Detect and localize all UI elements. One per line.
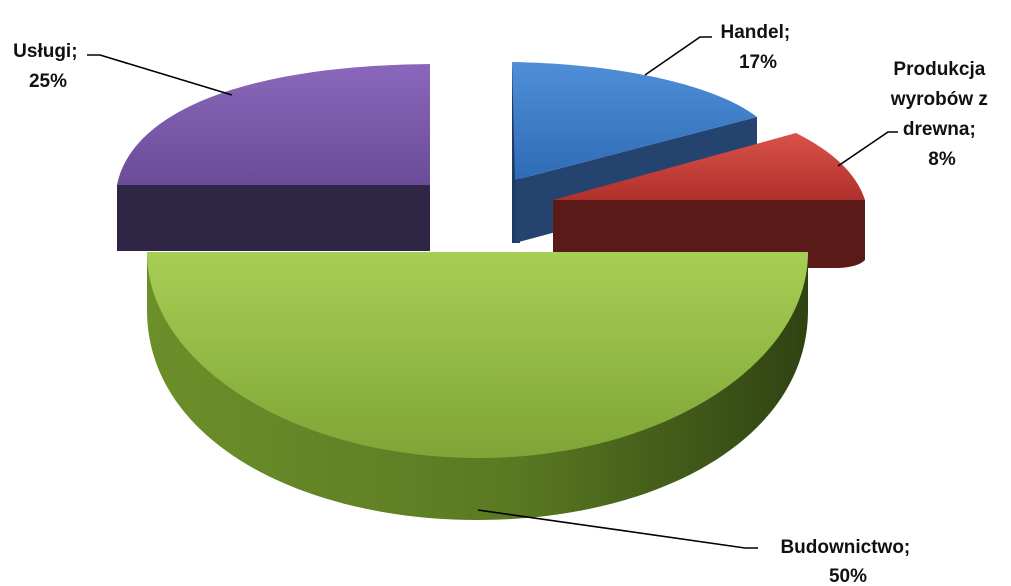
data-label-produkcja-line-3: drewna;	[903, 119, 976, 140]
slice-handel-top	[512, 62, 757, 180]
data-label-handel-line-1: Handel;	[721, 22, 791, 43]
slice-budownictwo-top	[147, 252, 808, 458]
data-label-budownictwo-line-1: Budownictwo;	[780, 537, 910, 558]
slice-uslugi	[117, 64, 430, 251]
leader-line-uslugi	[87, 54, 233, 96]
data-label-uslugi: Usługi; 25%	[13, 41, 83, 92]
data-label-budownictwo-line-2: 50%	[829, 566, 867, 586]
slice-produkcja-side	[553, 200, 865, 268]
slice-budownictwo	[147, 252, 808, 520]
data-label-produkcja: Produkcja wyrobów z drewna; 8%	[890, 59, 993, 170]
slice-produkcja-top	[553, 133, 865, 200]
data-label-produkcja-line-4: 8%	[928, 149, 956, 170]
data-label-uslugi-line-2: 25%	[29, 71, 67, 92]
data-label-handel: Handel; 17%	[721, 22, 796, 73]
data-label-uslugi-line-1: Usługi;	[13, 41, 77, 62]
slice-uslugi-side	[117, 185, 430, 251]
leader-line-handel	[644, 36, 712, 76]
slice-produkcja	[553, 133, 865, 268]
leader-line-produkcja	[837, 131, 898, 167]
leader-line-budownictwo	[477, 509, 758, 549]
data-label-handel-line-2: 17%	[739, 52, 777, 73]
slice-uslugi-top	[117, 64, 430, 185]
data-label-produkcja-line-2: wyrobów z	[890, 89, 988, 110]
data-label-budownictwo: Budownictwo; 50%	[780, 537, 915, 586]
data-label-produkcja-line-1: Produkcja	[893, 59, 985, 80]
